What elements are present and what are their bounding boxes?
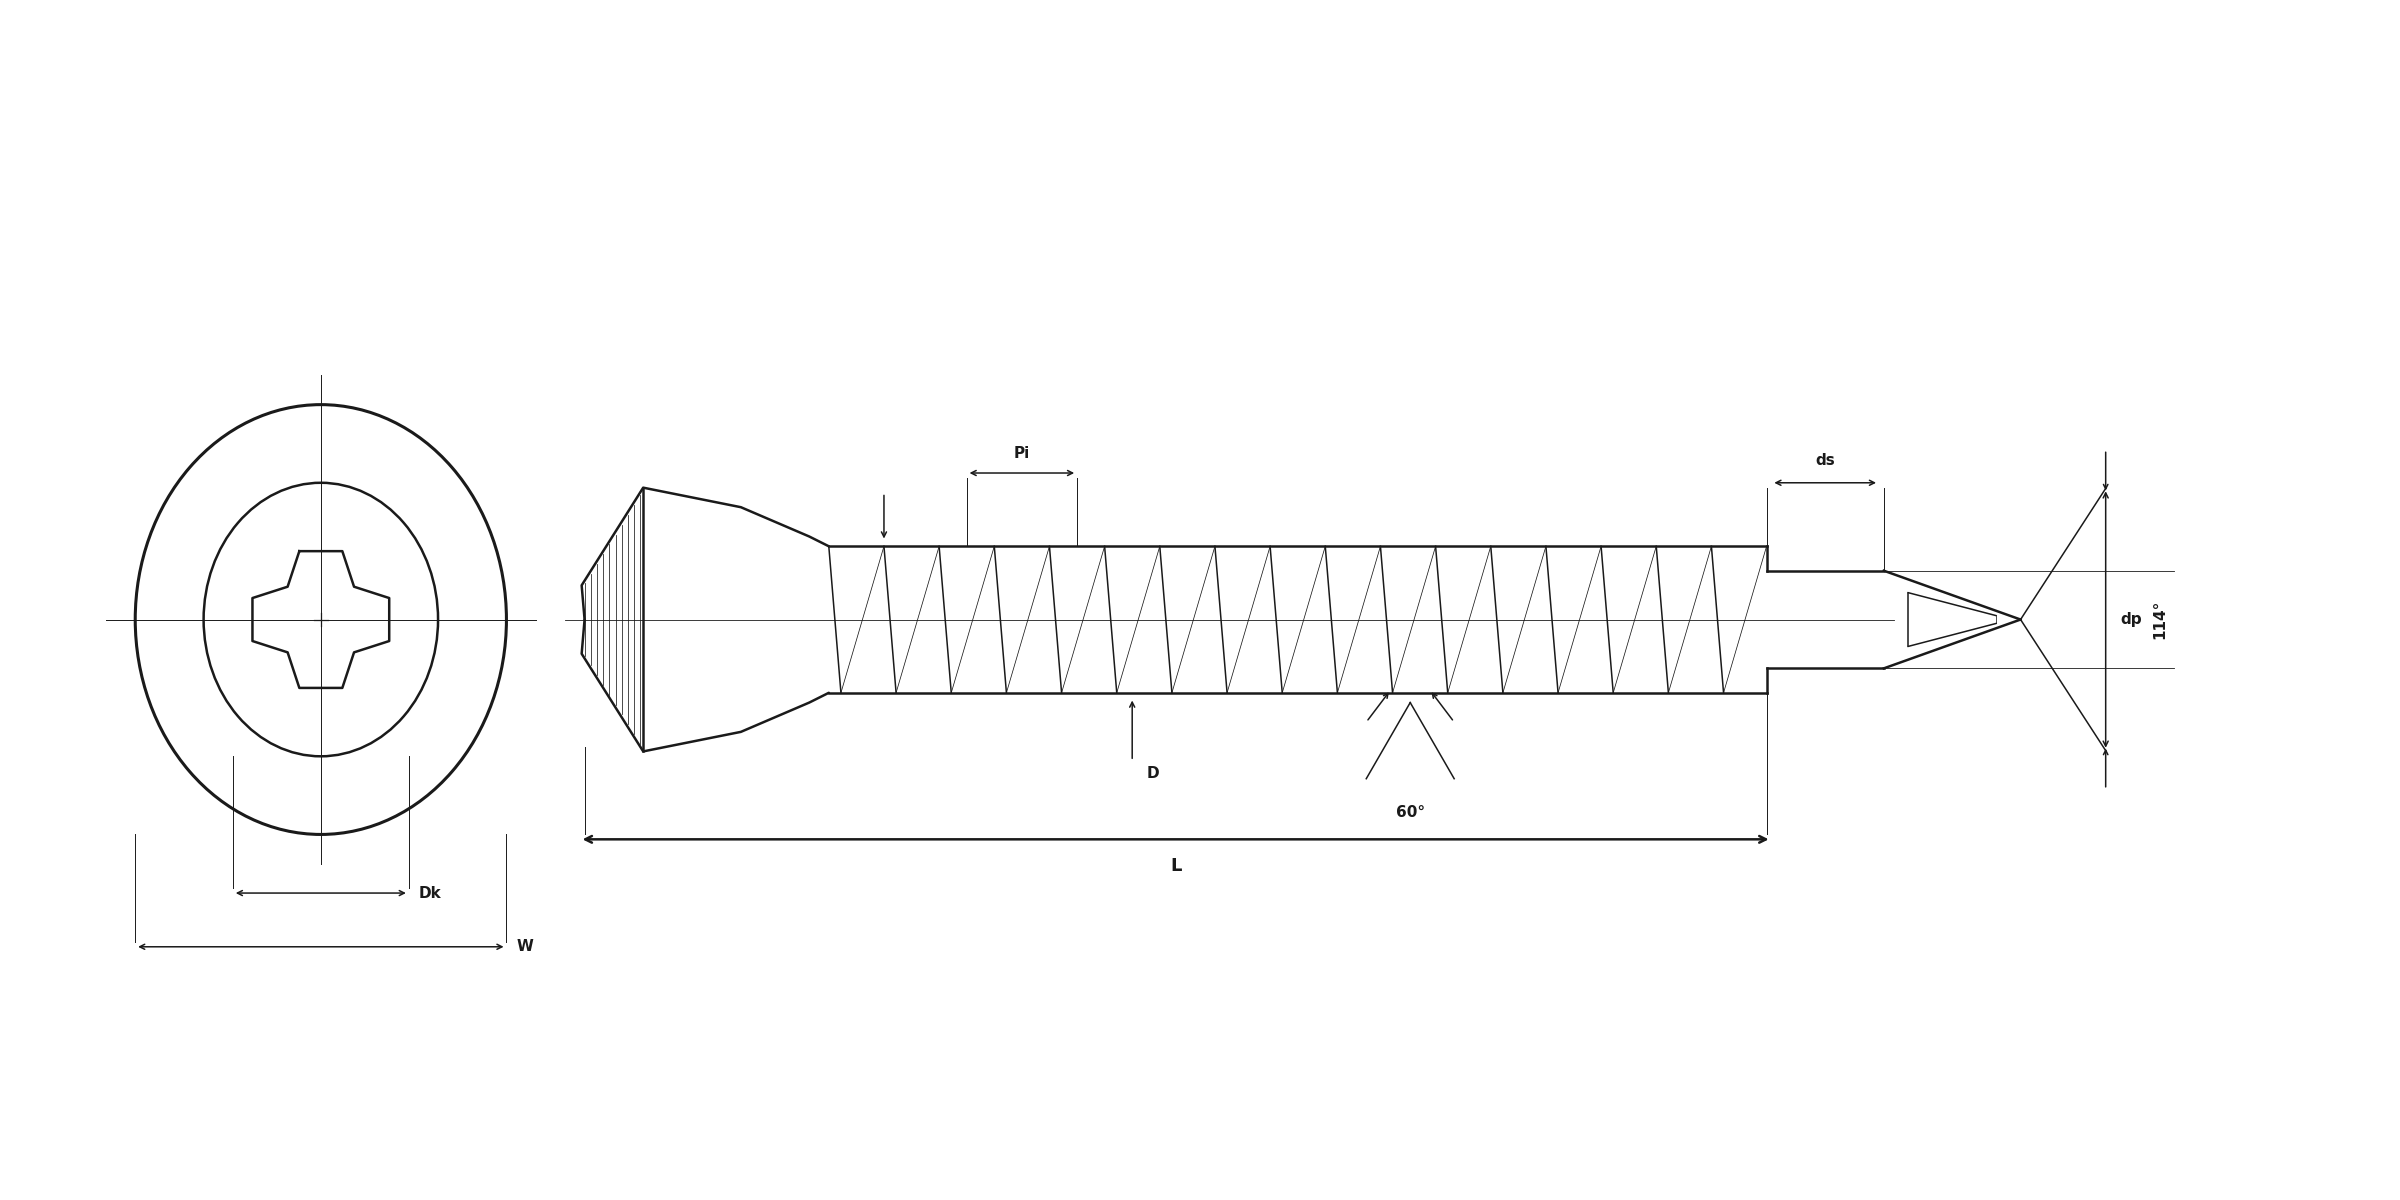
- Text: dp: dp: [2119, 612, 2141, 628]
- Text: 60°: 60°: [1397, 805, 1426, 820]
- Text: L: L: [1169, 857, 1181, 875]
- Text: W: W: [516, 940, 533, 954]
- Text: Pi: Pi: [1013, 446, 1030, 461]
- Text: 114°: 114°: [2153, 600, 2167, 640]
- Text: ds: ds: [1814, 454, 1836, 468]
- Text: D: D: [1147, 766, 1159, 781]
- Text: Dk: Dk: [418, 886, 442, 900]
